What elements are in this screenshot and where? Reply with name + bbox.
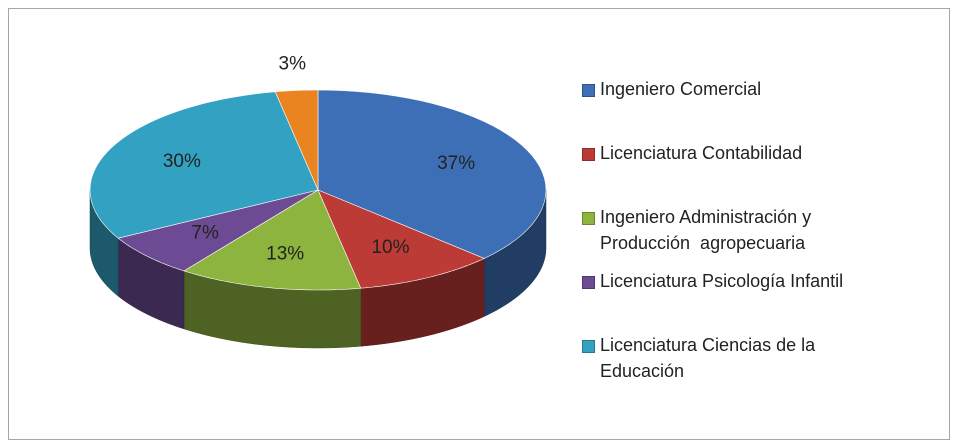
slice <box>274 89 319 191</box>
legend-swatch <box>582 148 595 161</box>
legend: Ingeniero Comercial Licenciatura Contabil… <box>582 76 854 396</box>
legend-label: Ingeniero Administración y Producción ag… <box>600 207 817 253</box>
data-label: 3% <box>279 54 307 75</box>
legend-entry: Licenciatura Contabilidad <box>582 140 854 192</box>
legend-entry: Ingeniero Comercial <box>582 76 854 128</box>
data-label: 7% <box>191 223 219 244</box>
legend-entry: Licenciatura Ciencias de la Educación <box>582 332 854 384</box>
data-label: 37% <box>437 153 475 174</box>
legend-swatch <box>582 84 595 97</box>
slice <box>317 189 485 289</box>
legend-swatch <box>582 212 595 225</box>
slice <box>117 189 319 272</box>
legend-swatch <box>582 276 595 289</box>
legend-entry: Licenciatura Psicología Infantil <box>582 268 854 320</box>
data-label: 30% <box>163 151 201 172</box>
legend-entry: Ingeniero Administración y Producción ag… <box>582 204 854 256</box>
legend-label: Ingeniero Comercial <box>600 79 762 99</box>
legend-label: Licenciatura Psicología Infantil <box>600 271 844 291</box>
data-label: 13% <box>266 243 304 264</box>
legend-label: Licenciatura Contabilidad <box>600 143 803 163</box>
legend-label: Licenciatura Ciencias de la Educación <box>600 335 821 381</box>
slice <box>89 91 319 239</box>
legend-swatch <box>582 340 595 353</box>
slice <box>317 89 547 259</box>
data-label: 10% <box>371 237 409 258</box>
slice <box>183 189 362 291</box>
